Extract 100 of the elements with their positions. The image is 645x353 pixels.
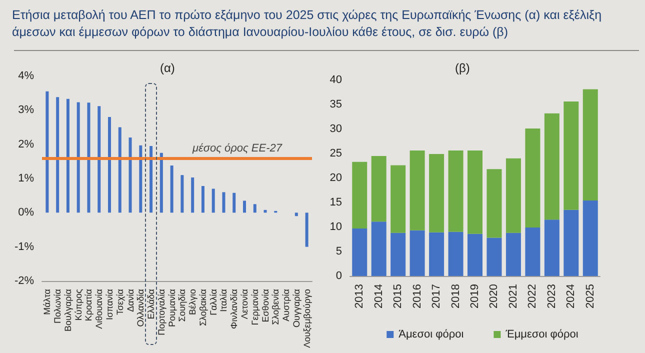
- x-tick-label: Ολλανδία: [136, 289, 146, 327]
- y-tick-label: 0%: [18, 206, 34, 219]
- y-tick-label: 40: [330, 74, 342, 86]
- bar: [371, 222, 386, 276]
- bar: [253, 204, 256, 213]
- bar: [294, 212, 298, 216]
- bar: [108, 117, 111, 213]
- x-tick-label: Ουγγαρία: [291, 289, 302, 328]
- bar: [139, 145, 142, 213]
- x-tick-label: Βέλγιο: [188, 289, 198, 316]
- bar: [128, 138, 132, 213]
- y-tick-label: -2%: [14, 275, 34, 287]
- x-tick-label: 2024: [565, 284, 578, 308]
- bar: [582, 200, 598, 276]
- bar: [564, 210, 579, 276]
- bar: [212, 188, 215, 213]
- x-tick-label: Λιθουανία: [94, 289, 104, 329]
- x-tick-label: Σουηδία: [177, 289, 188, 322]
- bar: [410, 230, 425, 276]
- x-tick-label: 2021: [507, 284, 520, 308]
- bar: [506, 158, 521, 233]
- y-tick-label: 2%: [18, 138, 34, 150]
- bar: [544, 113, 560, 220]
- bar: [429, 154, 444, 232]
- x-tick-label: Πολωνία: [52, 289, 63, 324]
- bar: [98, 106, 101, 213]
- y-tick-label: 30: [330, 123, 342, 135]
- bar: [448, 150, 464, 232]
- x-tick-label: Βουλγαρία: [62, 289, 73, 332]
- x-tick-label: Φινλανδία: [229, 289, 240, 329]
- x-tick-label: 2015: [392, 284, 404, 308]
- bar: [410, 150, 425, 230]
- x-tick-label: Δανία: [125, 289, 136, 312]
- y-tick-label: 3%: [18, 104, 34, 116]
- bar: [448, 232, 464, 276]
- chart-subtitle: (α): [160, 61, 175, 75]
- x-tick-label: 2013: [354, 284, 366, 308]
- x-tick-label: 2020: [488, 284, 500, 308]
- x-tick-label: 2019: [469, 284, 481, 308]
- bar: [66, 98, 70, 213]
- x-tick-label: 2014: [372, 284, 385, 308]
- x-tick-label: Μάλτα: [42, 289, 52, 315]
- y-tick-label: 15: [330, 196, 342, 208]
- y-tick-label: 0: [336, 270, 342, 282]
- x-tick-label: 2018: [450, 284, 462, 308]
- x-tick-label: Σλοβακία: [198, 289, 208, 326]
- bar: [506, 232, 521, 276]
- x-tick-label: Ιταλία: [218, 289, 229, 312]
- x-tick-label: Ισπανία: [104, 289, 114, 320]
- bar: [525, 128, 540, 228]
- bar: [160, 152, 163, 213]
- bar: [76, 102, 80, 213]
- x-tick-label: Λουξεμβούργο: [302, 289, 312, 348]
- x-tick-label: 2016: [411, 284, 424, 308]
- x-tick-label: Γαλλία: [208, 289, 218, 316]
- bar: [390, 165, 406, 233]
- bar: [544, 220, 560, 276]
- bar: [390, 232, 406, 276]
- x-tick-label: Πορτογαλία: [156, 289, 166, 336]
- bar: [305, 212, 308, 247]
- bar: [56, 97, 60, 213]
- bar: [352, 162, 368, 228]
- bar: [243, 200, 246, 213]
- bar: [468, 150, 482, 234]
- chart-title: (β): [455, 61, 470, 75]
- x-tick-label: Κροατία: [84, 289, 94, 322]
- bar: [582, 89, 598, 201]
- bar: [264, 210, 267, 213]
- x-tick-label: Εσθονία: [260, 289, 270, 322]
- x-tick-label: Ελλάδα: [146, 289, 156, 320]
- y-tick-label: 35: [330, 98, 342, 110]
- x-tick-label: Λετονία: [240, 289, 250, 320]
- y-tick-label: 4%: [18, 70, 34, 82]
- bar: [150, 146, 153, 213]
- x-tick-label: Γερμανία: [250, 289, 260, 326]
- legend-label: Έμμεσοι φόροι: [504, 328, 579, 340]
- bar: [371, 156, 386, 222]
- y-tick-label: 10: [330, 221, 342, 233]
- bar: [222, 192, 226, 213]
- x-tick-label: Αυστρία: [281, 289, 292, 322]
- bar: [180, 175, 184, 213]
- y-tick-label: -1%: [14, 240, 34, 253]
- bar: [564, 102, 579, 210]
- y-tick-label: 20: [330, 172, 342, 184]
- y-tick-label: 25: [330, 148, 342, 160]
- y-tick-label: 5: [336, 246, 342, 258]
- bar: [486, 169, 502, 238]
- chart-title: Ετήσια μεταβολή του ΑΕΠ το πρώτο εξάμηνο του 2025 στις χώρες της Ευρωπαϊκής Ένωσης (α) και εξέλιξη άμεσων και έμμεσων φόρων το διάστημα Ιανουαρίου-Ιουλίου κάθε έτους, σε δισ. ευρώ (β): [12, 7, 603, 41]
- bar: [170, 166, 174, 213]
- bar: [87, 102, 90, 213]
- bar: [468, 234, 482, 276]
- bar: [191, 177, 194, 213]
- x-tick-label: 2022: [526, 284, 539, 308]
- x-tick-label: 2023: [546, 284, 558, 308]
- y-tick-label: 1%: [18, 172, 34, 184]
- ref-line-label: μέσος όρος ΕΕ-27: [191, 142, 283, 154]
- bar: [118, 127, 122, 213]
- x-tick-label: Σλοβενία: [270, 289, 281, 325]
- bar: [429, 232, 444, 276]
- x-tick-label: Τσεχία: [114, 289, 125, 316]
